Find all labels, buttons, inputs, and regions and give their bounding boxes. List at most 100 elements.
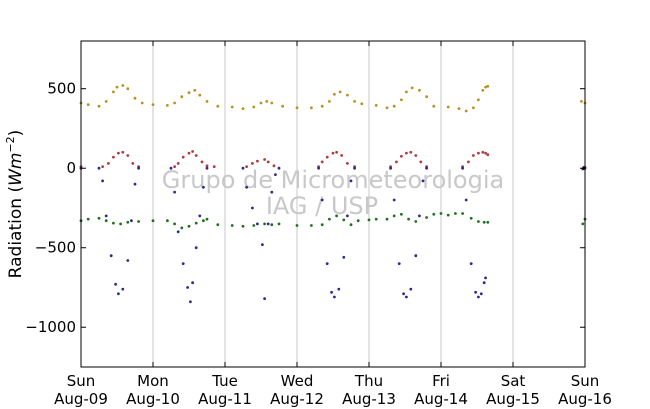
point-ground-44 xyxy=(469,216,473,220)
y-axis-label-prefix: Radiation ( xyxy=(6,186,26,278)
point-shortwave-22 xyxy=(205,166,209,170)
point-longwave_in-40 xyxy=(410,86,414,90)
point-ground-33 xyxy=(385,217,389,221)
point-longwave_out-6 xyxy=(126,154,130,157)
point-longwave_out-15 xyxy=(200,160,204,164)
point-longwave_in-39 xyxy=(405,90,408,94)
point-shortwave-19 xyxy=(194,246,198,250)
point-longwave_in-19 xyxy=(230,105,234,109)
point-ground-9 xyxy=(166,219,169,223)
point-longwave_in-13 xyxy=(180,95,184,99)
point-longwave_in-8 xyxy=(133,96,137,100)
point-shortwave-27 xyxy=(261,243,264,247)
point-ground-10 xyxy=(173,222,177,226)
x-tick-label-date: Aug-09 xyxy=(54,390,108,408)
point-ground-16 xyxy=(216,223,220,227)
point-ground-17 xyxy=(230,224,234,227)
point-longwave_in-7 xyxy=(126,87,130,91)
point-longwave_out-1 xyxy=(101,165,104,169)
series-ground xyxy=(79,212,587,230)
point-shortwave-51 xyxy=(421,179,425,183)
point-longwave_in-16 xyxy=(198,93,202,97)
point-ground-45 xyxy=(477,220,480,223)
point-longwave_out-10 xyxy=(176,162,180,165)
point-shortwave-47 xyxy=(405,295,408,299)
point-ground-42 xyxy=(454,212,457,215)
point-longwave_in-35 xyxy=(374,104,378,107)
y-tick-label: 500 xyxy=(47,80,76,98)
point-shortwave-5 xyxy=(114,282,117,286)
point-longwave_in-52 xyxy=(580,100,583,103)
point-longwave_out-19 xyxy=(251,162,254,165)
point-longwave_out-3 xyxy=(112,155,115,159)
point-longwave_out-34 xyxy=(400,154,403,158)
point-ground-25 xyxy=(320,223,324,227)
point-longwave_in-6 xyxy=(121,84,125,87)
x-tick-label-date: Aug-15 xyxy=(486,390,540,408)
point-shortwave-25 xyxy=(251,206,254,210)
point-longwave_in-48 xyxy=(477,98,480,102)
point-longwave_in-26 xyxy=(295,106,299,110)
point-longwave_in-44 xyxy=(446,105,450,109)
x-tick-label-dow: Sat xyxy=(501,372,526,390)
point-longwave_in-9 xyxy=(140,101,144,105)
point-longwave_in-28 xyxy=(320,104,324,108)
point-ground-13 xyxy=(194,221,198,225)
point-ground-41 xyxy=(446,213,450,217)
y-axis-label-exponent: −2 xyxy=(4,136,17,152)
point-ground-46 xyxy=(482,220,486,224)
point-shortwave-26 xyxy=(256,222,259,226)
point-longwave_out-16 xyxy=(205,164,209,168)
point-ground-40 xyxy=(439,212,443,215)
point-longwave_in-32 xyxy=(346,93,349,97)
point-ground-22 xyxy=(277,222,281,226)
point-longwave_in-1 xyxy=(86,103,90,106)
point-ground-47 xyxy=(486,220,490,224)
point-shortwave-41 xyxy=(349,179,353,183)
point-shortwave-37 xyxy=(333,295,336,299)
point-ground-34 xyxy=(392,214,396,218)
point-shortwave-6 xyxy=(117,292,120,296)
point-ground-43 xyxy=(461,212,464,215)
point-ground-37 xyxy=(414,220,418,223)
point-longwave_in-17 xyxy=(205,100,209,103)
point-longwave_out-33 xyxy=(395,160,398,164)
point-shortwave-44 xyxy=(392,198,396,202)
point-longwave_in-20 xyxy=(241,107,245,110)
point-ground-20 xyxy=(263,222,266,226)
point-shortwave-46 xyxy=(402,292,405,296)
point-shortwave-33 xyxy=(317,166,320,170)
point-shortwave-31 xyxy=(274,173,277,177)
point-ground-5 xyxy=(119,222,122,226)
point-ground-4 xyxy=(112,221,115,225)
point-ground-29 xyxy=(349,223,353,227)
point-longwave_in-51 xyxy=(486,84,490,88)
point-longwave_in-45 xyxy=(457,107,461,110)
watermark-line-2: IAG / USP xyxy=(266,192,378,220)
point-longwave_in-23 xyxy=(265,100,269,103)
point-longwave_out-22 xyxy=(266,160,270,164)
x-tick-label-dow: Mon xyxy=(137,372,169,390)
point-shortwave-1 xyxy=(97,166,101,170)
y-axis: 500 0 −500 −1000 xyxy=(25,80,585,336)
point-shortwave-48 xyxy=(409,287,413,291)
point-ground-24 xyxy=(310,224,313,227)
point-shortwave-24 xyxy=(245,185,249,189)
y-tick-label: −500 xyxy=(35,239,76,257)
point-longwave_in-22 xyxy=(259,101,263,105)
point-longwave_in-31 xyxy=(338,90,342,94)
x-tick-label-dow: Sun xyxy=(67,372,96,390)
point-longwave_in-12 xyxy=(173,101,177,105)
point-longwave_out-45 xyxy=(484,151,487,155)
point-shortwave-29 xyxy=(266,222,270,226)
plot-frame xyxy=(80,40,586,368)
point-longwave_in-27 xyxy=(310,106,313,110)
point-shortwave-3 xyxy=(104,214,108,218)
point-longwave_in-34 xyxy=(360,102,364,106)
point-shortwave-28 xyxy=(263,297,266,300)
point-longwave_out-23 xyxy=(272,164,276,168)
point-shortwave-4 xyxy=(109,254,113,258)
point-longwave_out-36 xyxy=(409,150,413,154)
point-ground-21 xyxy=(270,223,274,227)
